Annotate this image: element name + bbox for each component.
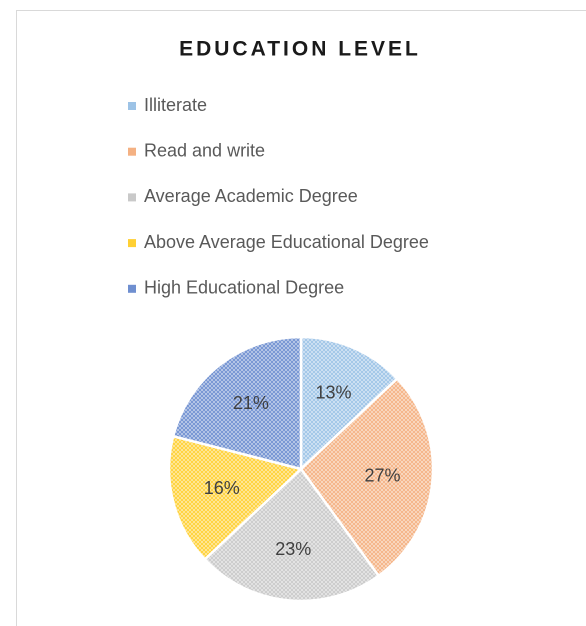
data-label: 13%	[315, 383, 351, 403]
pie-slice	[203, 467, 381, 603]
pie-slice	[167, 434, 304, 562]
legend-label: Above Average Educational Degree	[144, 232, 429, 252]
legend-label: Read and write	[144, 140, 265, 160]
legend-label: High Educational Degree	[144, 278, 344, 298]
legend-swatch	[128, 147, 136, 156]
legend-swatch	[128, 284, 136, 293]
chart-title: EDUCATION LEVEL	[179, 38, 421, 61]
legend-swatch	[128, 239, 136, 248]
data-label: 16%	[204, 478, 240, 498]
legend-label: Illiterate	[144, 95, 207, 115]
legend-swatch	[128, 193, 136, 202]
legend-label: Average Academic Degree	[144, 186, 358, 206]
pie-slice	[299, 376, 435, 578]
data-label: 23%	[275, 539, 311, 559]
data-label: 27%	[364, 465, 400, 485]
legend-swatch	[128, 102, 136, 110]
data-label: 21%	[233, 393, 269, 413]
pie-slice	[171, 335, 303, 471]
pie-slice	[299, 335, 399, 472]
